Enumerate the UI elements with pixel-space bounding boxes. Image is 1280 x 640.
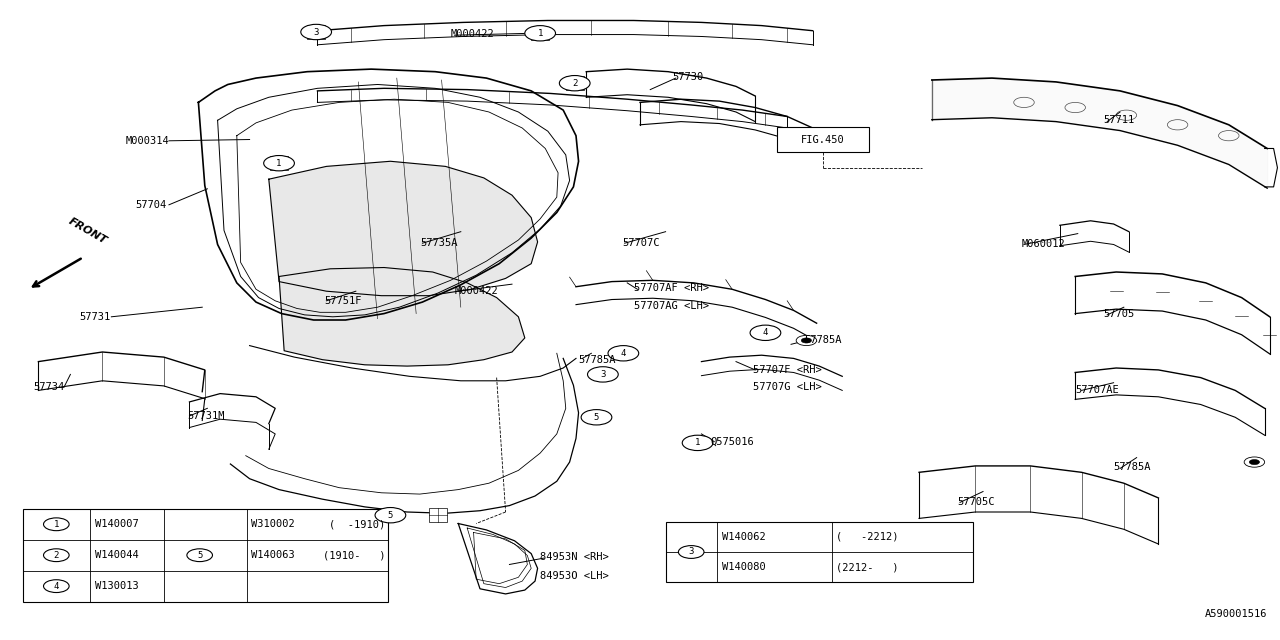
Bar — [777, 127, 869, 152]
Text: FRONT: FRONT — [67, 216, 109, 246]
Text: 4: 4 — [54, 582, 59, 591]
Text: 57704: 57704 — [136, 200, 166, 210]
Text: (   -2212): ( -2212) — [836, 532, 899, 542]
Text: 57730: 57730 — [672, 72, 703, 82]
Text: Q575016: Q575016 — [710, 436, 754, 447]
Text: 57707AG <LH>: 57707AG <LH> — [634, 301, 709, 311]
Text: FIG.450: FIG.450 — [801, 134, 845, 145]
Circle shape — [760, 330, 771, 335]
Text: M000422: M000422 — [454, 286, 498, 296]
Circle shape — [796, 335, 817, 346]
Circle shape — [525, 26, 556, 41]
Text: 5: 5 — [388, 511, 393, 520]
Text: 1: 1 — [695, 438, 700, 447]
Text: A590001516: A590001516 — [1204, 609, 1267, 620]
Text: M000422: M000422 — [451, 29, 494, 39]
Circle shape — [593, 369, 613, 380]
Text: 84953O <LH>: 84953O <LH> — [540, 571, 609, 581]
Bar — [429, 508, 447, 522]
Circle shape — [618, 351, 628, 356]
Text: 1: 1 — [54, 520, 59, 529]
Text: 2: 2 — [572, 79, 577, 88]
Text: 57734: 57734 — [33, 382, 64, 392]
Bar — [531, 27, 549, 40]
Text: 57711: 57711 — [1103, 115, 1134, 125]
Text: W130013: W130013 — [95, 581, 138, 591]
Text: 57707AF <RH>: 57707AF <RH> — [634, 283, 709, 293]
Text: 57705: 57705 — [1103, 308, 1134, 319]
Text: W140080: W140080 — [722, 562, 765, 572]
Text: 57785A: 57785A — [1114, 462, 1151, 472]
Circle shape — [687, 438, 708, 448]
Polygon shape — [269, 161, 538, 296]
Circle shape — [1244, 457, 1265, 467]
Text: (2212-   ): (2212- ) — [836, 562, 899, 572]
Text: 57735A: 57735A — [420, 238, 457, 248]
Circle shape — [586, 412, 607, 422]
Circle shape — [608, 346, 639, 361]
Circle shape — [581, 410, 612, 425]
Text: W310002: W310002 — [251, 519, 294, 529]
Text: 57731: 57731 — [79, 312, 110, 322]
Text: 57785A: 57785A — [804, 335, 841, 346]
Circle shape — [801, 338, 812, 343]
Circle shape — [591, 415, 602, 420]
Text: 57731M: 57731M — [187, 411, 224, 421]
Circle shape — [44, 518, 69, 531]
Text: 4: 4 — [621, 349, 626, 358]
Text: 57751F: 57751F — [324, 296, 361, 306]
Text: 1: 1 — [538, 29, 543, 38]
Text: M060012: M060012 — [1021, 239, 1065, 250]
Text: 57707AE: 57707AE — [1075, 385, 1119, 396]
Text: 57785A: 57785A — [579, 355, 616, 365]
Circle shape — [44, 549, 69, 562]
Text: W140062: W140062 — [722, 532, 765, 542]
Bar — [566, 76, 584, 90]
Text: W140044: W140044 — [95, 550, 138, 560]
Circle shape — [44, 580, 69, 593]
Bar — [666, 522, 973, 582]
Text: 84953N <RH>: 84953N <RH> — [540, 552, 609, 562]
Text: M000314: M000314 — [125, 136, 169, 146]
Text: 3: 3 — [689, 547, 694, 557]
Circle shape — [1249, 460, 1260, 465]
Text: W140007: W140007 — [95, 519, 138, 529]
Circle shape — [692, 440, 703, 445]
Circle shape — [559, 76, 590, 91]
Text: 57707C: 57707C — [622, 238, 659, 248]
Circle shape — [301, 24, 332, 40]
Bar — [23, 509, 388, 602]
Circle shape — [613, 348, 634, 358]
Circle shape — [598, 372, 608, 377]
Text: W140063: W140063 — [251, 550, 294, 560]
Text: 5: 5 — [197, 550, 202, 560]
Circle shape — [264, 156, 294, 171]
Text: 57707F <RH>: 57707F <RH> — [753, 365, 822, 375]
Circle shape — [678, 545, 704, 558]
Bar — [307, 26, 325, 39]
Circle shape — [375, 508, 406, 523]
Circle shape — [755, 328, 776, 338]
Circle shape — [187, 549, 212, 562]
Text: 1: 1 — [276, 159, 282, 168]
Circle shape — [588, 367, 618, 382]
Text: 57705C: 57705C — [957, 497, 995, 508]
Text: 3: 3 — [600, 370, 605, 379]
Text: 3: 3 — [314, 28, 319, 36]
Text: (  -1910): ( -1910) — [329, 519, 385, 529]
Text: 4: 4 — [763, 328, 768, 337]
Text: 2: 2 — [54, 550, 59, 560]
Circle shape — [682, 435, 713, 451]
Text: 5: 5 — [594, 413, 599, 422]
Text: (1910-   ): (1910- ) — [323, 550, 385, 560]
Bar — [270, 157, 288, 170]
Text: 57707G <LH>: 57707G <LH> — [753, 382, 822, 392]
Polygon shape — [279, 268, 525, 366]
Circle shape — [750, 325, 781, 340]
